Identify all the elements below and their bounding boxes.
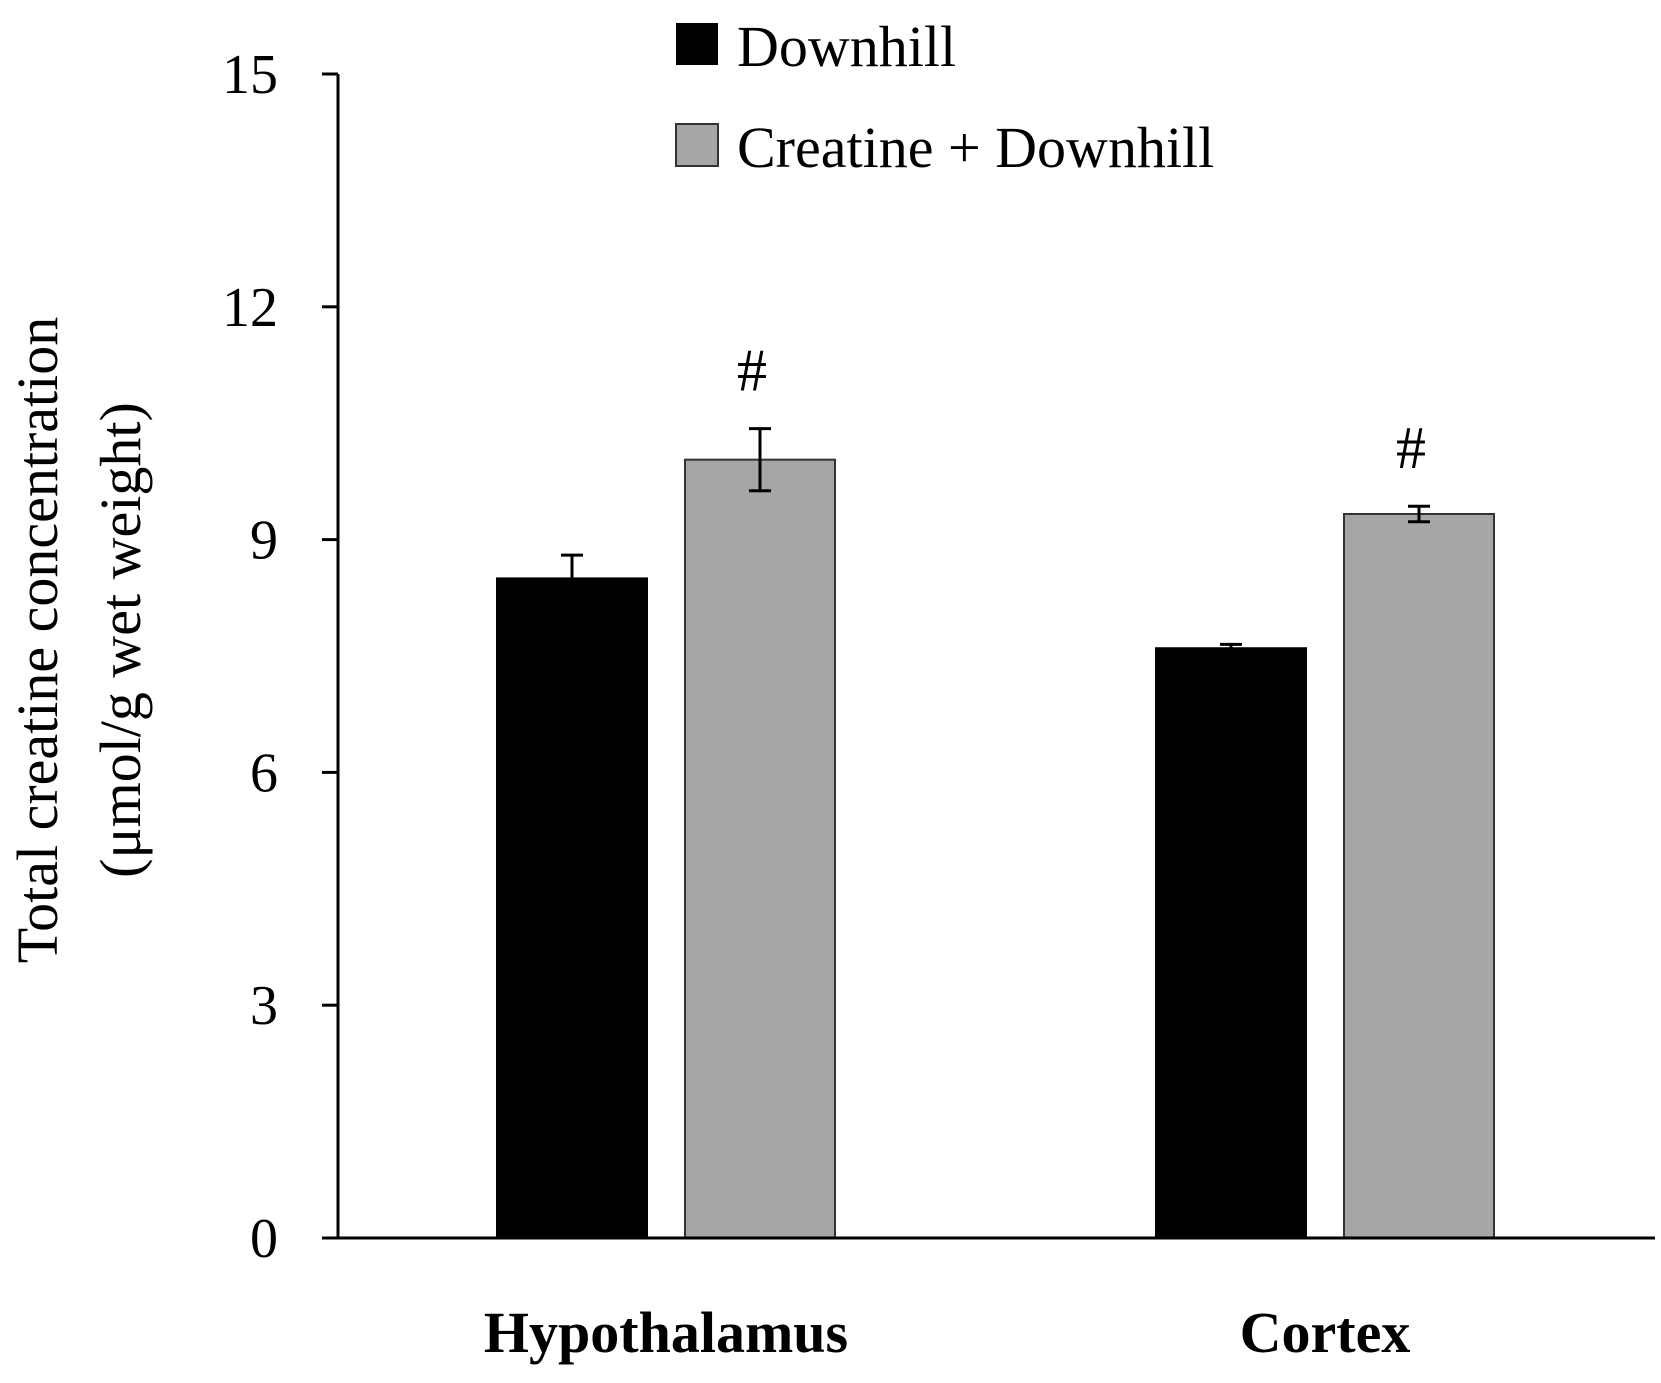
legend-swatch-downhill: [676, 23, 718, 65]
x-category-label-cortex: Cortex: [1240, 1300, 1411, 1365]
bar-cortex-creatine-downhill: [1343, 512, 1495, 1239]
y-axis-label-line2: (μmol/g wet weight): [88, 402, 153, 878]
bar-hypothalamus-downhill: [496, 577, 648, 1239]
legend-label-downhill: Downhill: [737, 14, 956, 79]
y-tick-label-0: 0: [250, 1208, 278, 1270]
y-tick-label-6: 6: [250, 742, 278, 804]
significance-marker-cortex: #: [1396, 415, 1426, 481]
y-tick-label-12: 12: [222, 277, 278, 339]
category-labels-group: Hypothalamus Cortex: [484, 1300, 1410, 1365]
y-tick-label-15: 15: [222, 44, 278, 106]
y-tick-label-3: 3: [250, 975, 278, 1037]
legend-swatch-creatine-downhill: [675, 123, 719, 167]
legend-label-creatine-downhill: Creatine + Downhill: [737, 115, 1214, 180]
y-ticks-group: 0 3 6 9 12 15: [222, 44, 338, 1270]
significance-marker-hypothalamus: #: [737, 338, 767, 404]
y-tick-label-9: 9: [250, 510, 278, 572]
bar-hypothalamus-creatine-downhill: [684, 458, 836, 1239]
bar-cortex-downhill: [1155, 647, 1307, 1239]
axes-group: [336, 74, 1655, 1240]
legend: Downhill Creatine + Downhill: [675, 14, 1214, 180]
y-axis-label-line1: Total creatine concentration: [5, 317, 70, 964]
x-category-label-hypothalamus: Hypothalamus: [484, 1300, 848, 1365]
bars-group: ##: [496, 338, 1495, 1239]
